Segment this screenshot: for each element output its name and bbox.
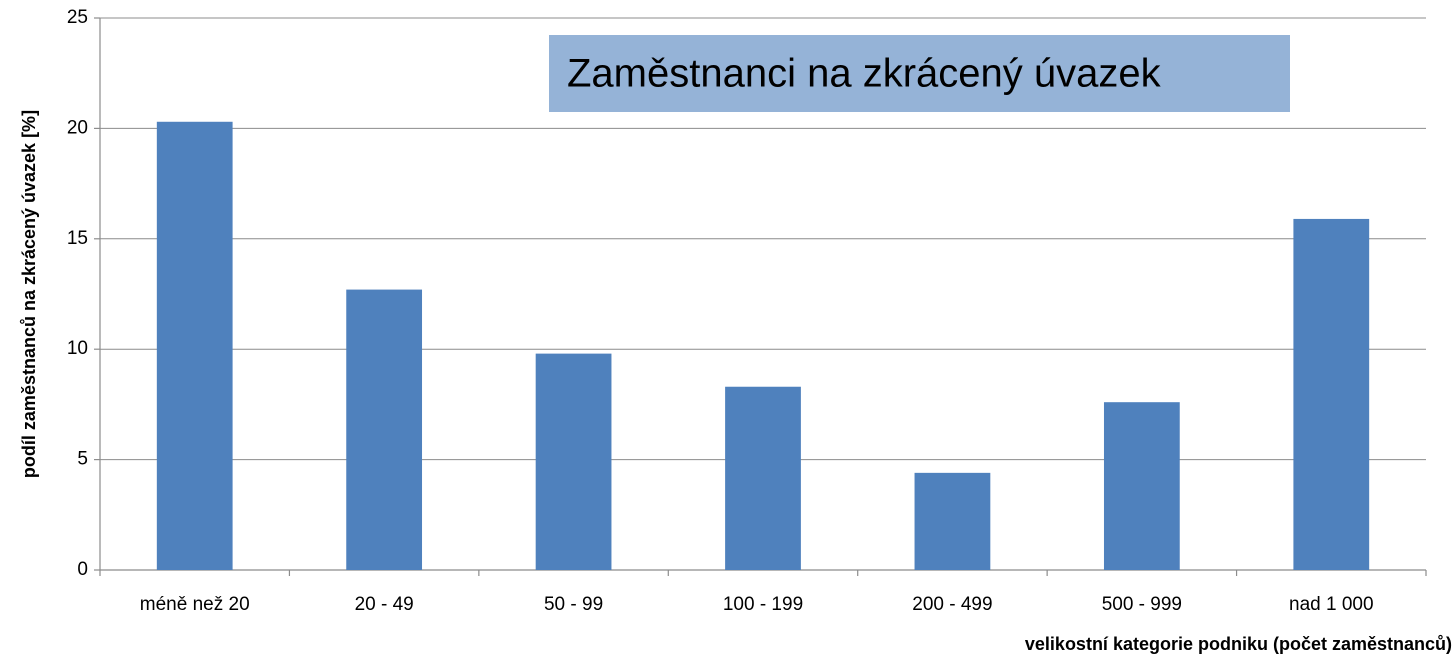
bar (535, 353, 612, 570)
bar (1293, 218, 1370, 571)
chart-title: Zaměstnanci na zkrácený úvazek (567, 52, 1162, 96)
x-tick-label: 500 - 999 (1102, 594, 1182, 615)
x-tick-label: 100 - 199 (723, 594, 803, 615)
title-box (549, 35, 1290, 112)
y-tick-label: 25 (67, 7, 88, 28)
y-axis-label: podíl zaměstnanců na zkrácený úvazek [%] (19, 110, 39, 478)
bar (1103, 402, 1180, 570)
y-tick-label: 10 (67, 338, 88, 359)
x-tick-label: nad 1 000 (1289, 594, 1374, 615)
x-tick-label: 200 - 499 (912, 594, 992, 615)
x-tick-label: méně než 20 (140, 594, 250, 615)
bar (914, 472, 991, 570)
bar (346, 289, 423, 570)
y-tick-label: 20 (67, 117, 88, 138)
bar (725, 386, 801, 570)
x-tick-label: 50 - 99 (544, 594, 603, 615)
x-axis-label: velikostní kategorie podniku (počet zamě… (1025, 634, 1452, 654)
x-tick-label: 20 - 49 (355, 594, 414, 615)
y-tick-label: 0 (77, 559, 88, 580)
y-tick-label: 15 (67, 228, 88, 249)
y-tick-label: 5 (77, 449, 88, 470)
bar (156, 121, 233, 570)
